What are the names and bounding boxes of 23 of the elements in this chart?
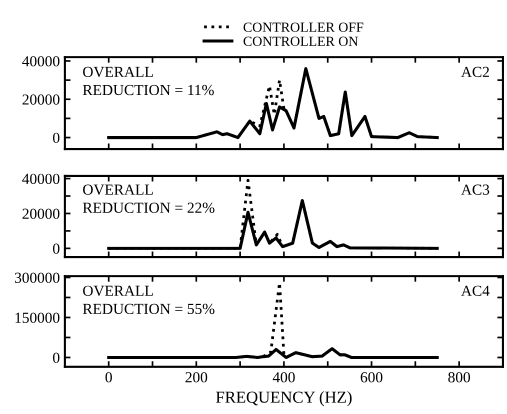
y-tick-label: 0 bbox=[52, 132, 60, 144]
x-tick-label: 600 bbox=[360, 372, 382, 382]
y-tick-label: 20000 bbox=[22, 94, 60, 105]
y-tick-label: 0 bbox=[52, 244, 60, 254]
annotation: AC4 bbox=[461, 286, 490, 296]
legend-label: CONTROLLER OFF bbox=[244, 22, 364, 32]
y-tick-label: 300000 bbox=[14, 272, 60, 283]
y-tick-label: 0 bbox=[52, 352, 60, 363]
x-tick-label: 0 bbox=[105, 372, 112, 382]
y-tick-label: 20000 bbox=[22, 208, 60, 219]
y-tick-label: 40000 bbox=[22, 174, 60, 184]
x-axis-title: FREQUENCY (HZ) bbox=[216, 391, 352, 406]
y-tick-label: 40000 bbox=[22, 56, 60, 66]
y-tick-label: 150000 bbox=[16, 312, 60, 323]
x-tick-label: 800 bbox=[448, 372, 470, 382]
legend-label: CONTROLLER ON bbox=[244, 36, 358, 46]
annotation: AC2 bbox=[461, 66, 489, 78]
annotation: OVERALL REDUCTION = 55% bbox=[82, 286, 214, 314]
x-tick-label: 400 bbox=[272, 372, 295, 382]
annotation: OVERALL REDUCTION = 11% bbox=[82, 66, 214, 96]
x-tick-label: 200 bbox=[186, 372, 208, 382]
annotation: AC3 bbox=[461, 184, 490, 195]
annotation: OVERALL REDUCTION = 22% bbox=[82, 184, 214, 213]
